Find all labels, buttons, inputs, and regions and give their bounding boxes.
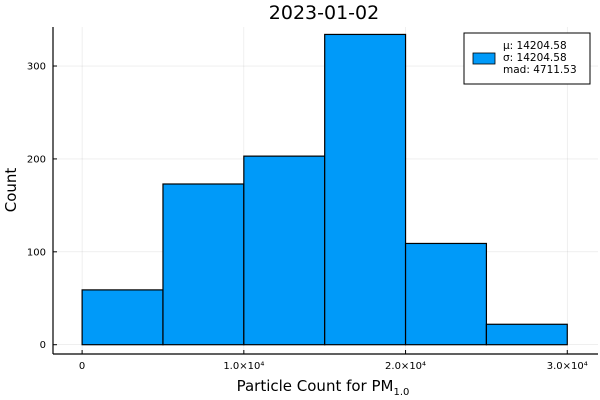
x-tick-label-1: 1.0×10⁴ (223, 361, 264, 372)
histogram-bar-2 (243, 155, 326, 346)
histogram-bar-3 (324, 33, 407, 346)
histogram-bar-0 (81, 289, 164, 346)
y-tick-label-0: 0 (40, 340, 46, 351)
axes (52, 27, 598, 355)
legend-line-mad: mad: 4711.53 (503, 64, 577, 76)
legend-swatch (472, 52, 496, 65)
legend-line-std: σ: 14204.58 (503, 52, 567, 64)
chart-title: 2023-01-02 (269, 2, 379, 24)
x-axis-label-main: Particle Count for PM (237, 377, 394, 395)
x-axis-label-subscript: 1.0 (393, 387, 409, 398)
y-tick-label-3: 300 (27, 62, 46, 73)
y-axis-label: Count (2, 168, 20, 213)
x-tick-label-0: 0 (79, 361, 85, 372)
y-tick-label-2: 200 (27, 154, 46, 165)
y-tick-label-1: 100 (27, 247, 46, 258)
x-axis-label: Particle Count for PM1.0 (237, 377, 410, 398)
histogram-bar-4 (404, 242, 488, 346)
x-tick-label-3: 3.0×10⁴ (547, 361, 588, 372)
tick-labels: 0 1.0×10⁴ 2.0×10⁴ 3.0×10⁴ 0 100 200 300 (27, 62, 588, 372)
histogram-bars (81, 33, 568, 346)
legend-line-mean: μ: 14204.58 (503, 40, 567, 52)
x-tick-label-2: 2.0×10⁴ (385, 361, 426, 372)
histogram-bar-1 (162, 183, 245, 346)
legend: μ: 14204.58 σ: 14204.58 mad: 4711.53 (463, 32, 591, 85)
histogram-bar-5 (485, 323, 568, 346)
